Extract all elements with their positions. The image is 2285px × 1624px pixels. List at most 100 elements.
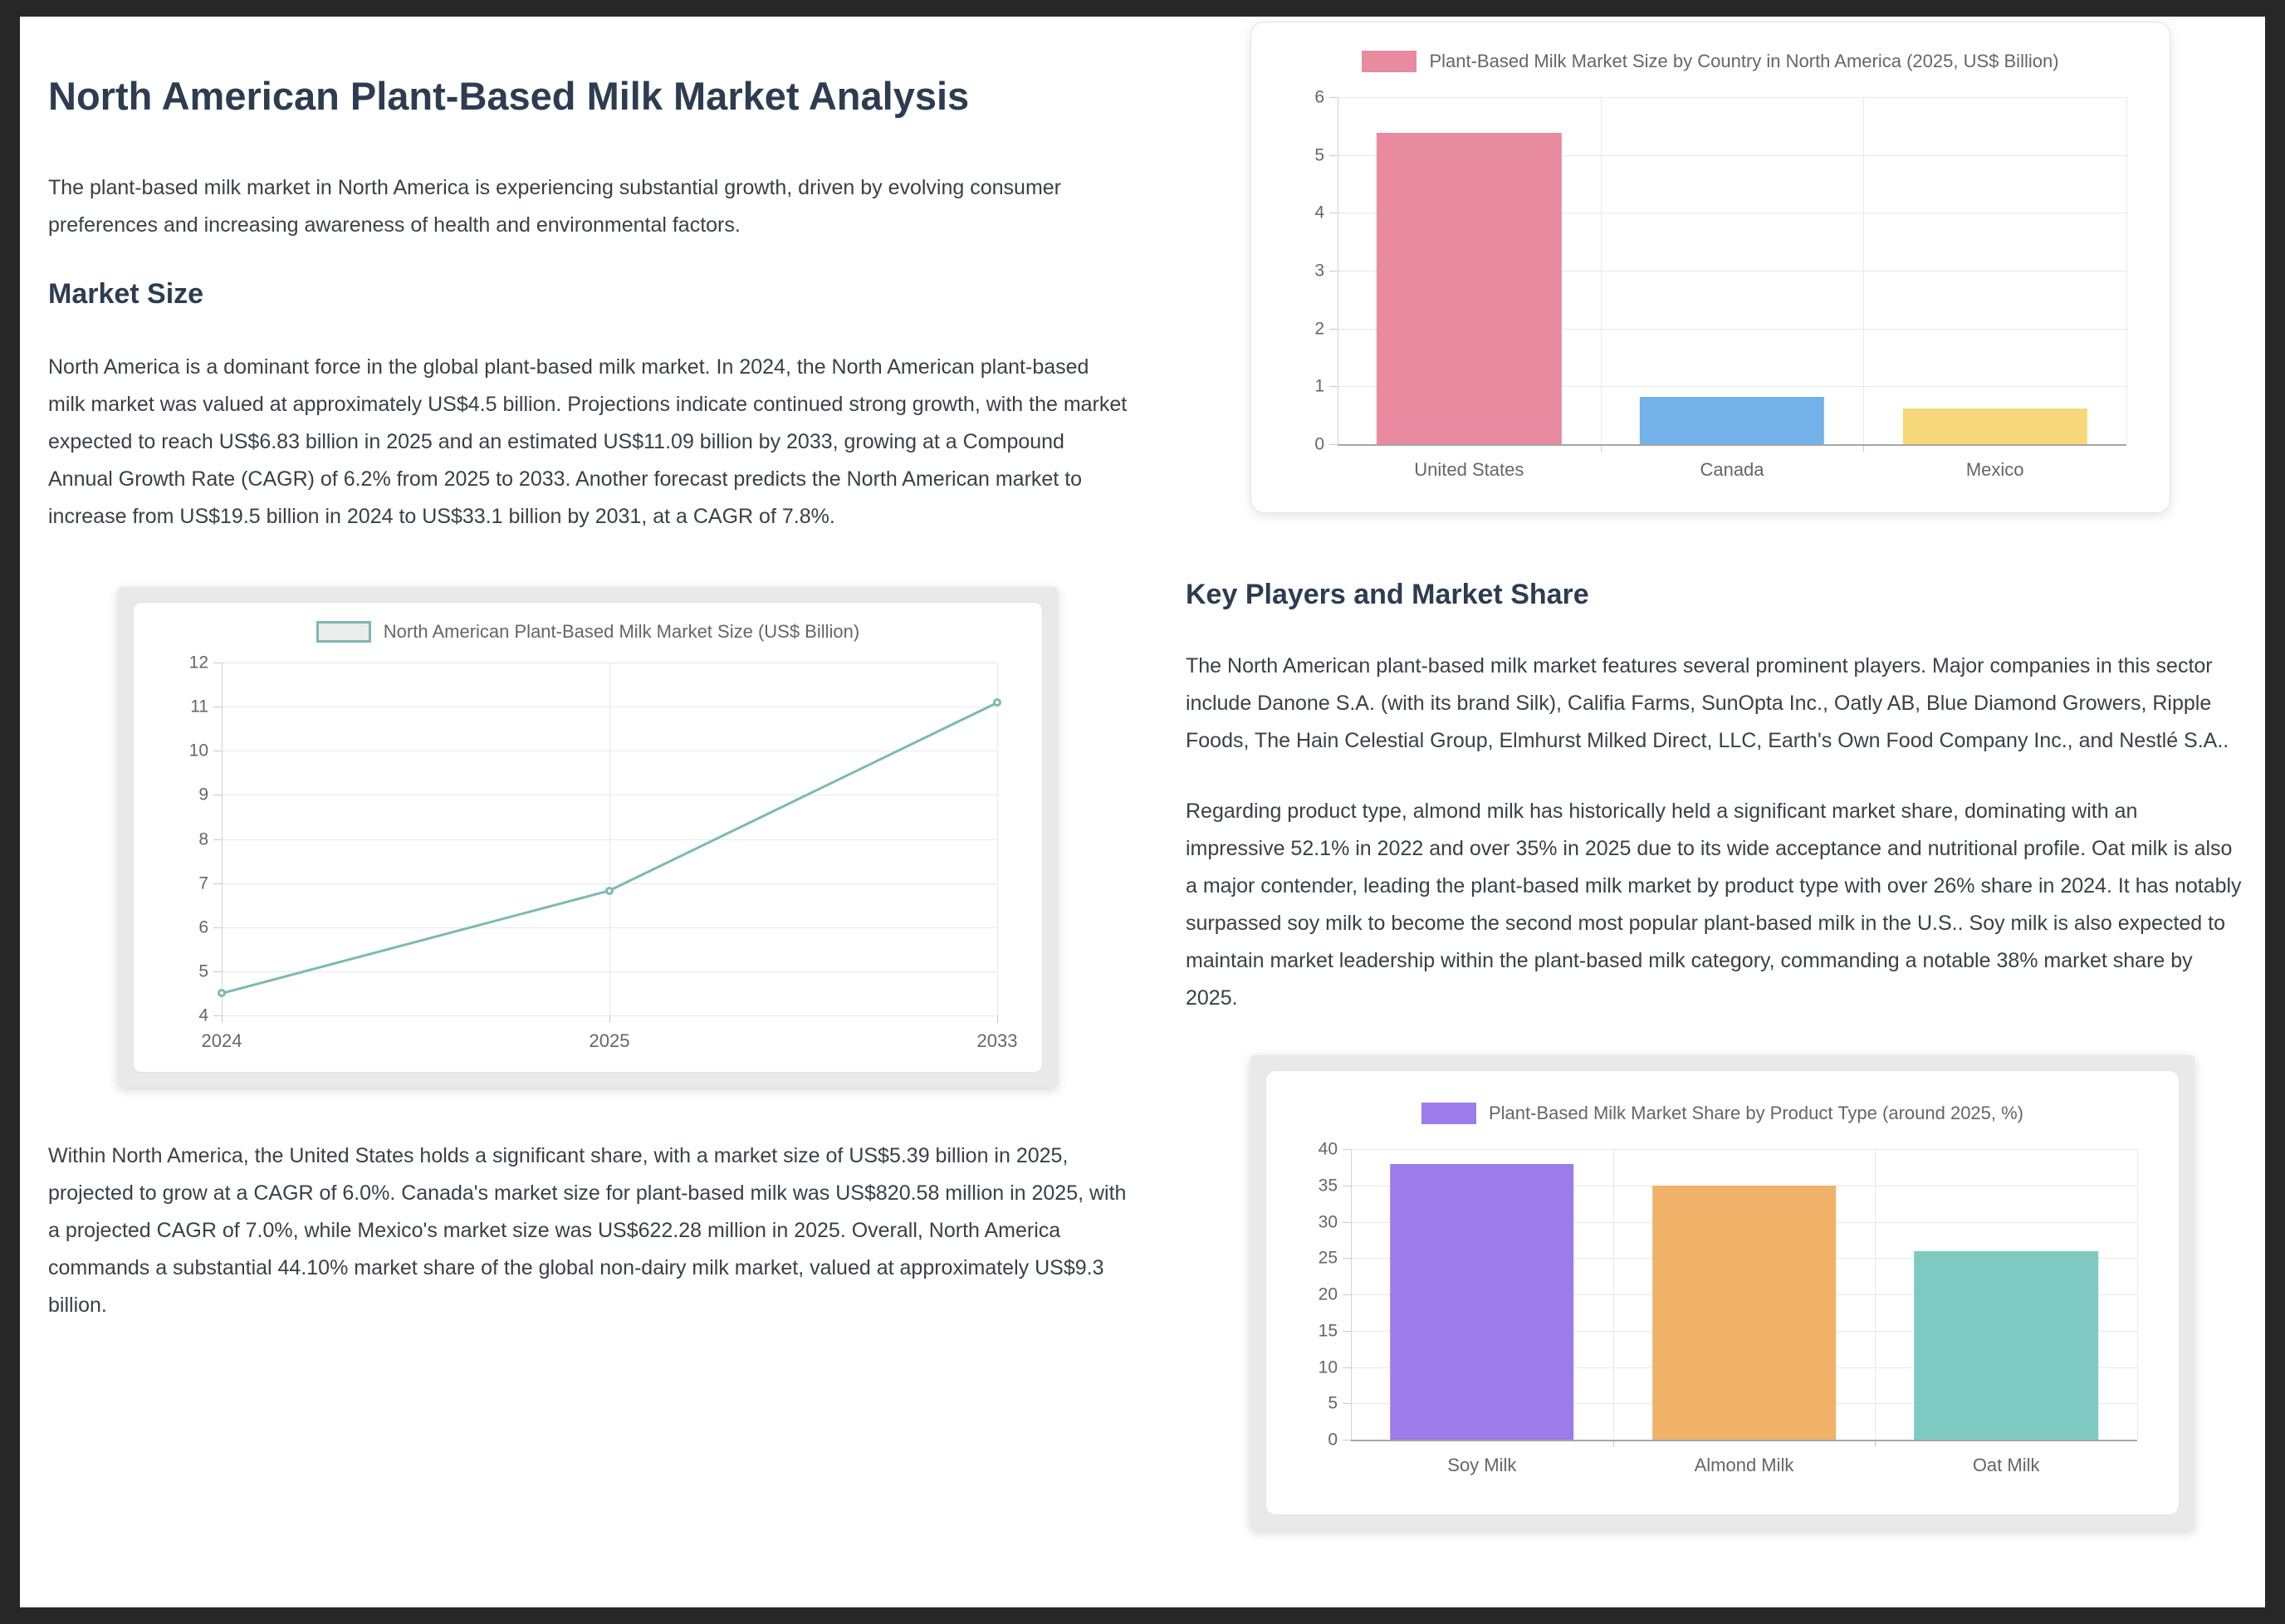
- line-chart-outer-frame: North American Plant-Based Milk Market S…: [118, 587, 1058, 1088]
- bar-mexico[interactable]: [1902, 408, 2087, 444]
- product-share-bar-chart: Plant-Based Milk Market Share by Product…: [1265, 1070, 2180, 1515]
- category-boundary: [1863, 97, 1865, 444]
- y-axis-tick-label: 6: [198, 917, 208, 937]
- key-players-paragraph: The North American plant-based milk mark…: [1186, 654, 2229, 752]
- left-column: North American Plant-Based Milk Market A…: [48, 17, 1128, 1607]
- y-axis-tick: [1343, 1258, 1351, 1260]
- section-heading-market-size: Market Size: [48, 278, 204, 310]
- y-axis-tick-label: 4: [1314, 203, 1324, 223]
- country-breakdown-paragraph: Within North America, the United States …: [48, 1144, 1127, 1317]
- y-axis-line: [1351, 1149, 1352, 1440]
- y-axis-tick: [1329, 328, 1338, 330]
- market-size-line-chart: North American Plant-Based Milk Market S…: [133, 602, 1043, 1073]
- y-axis-tick-label: 10: [188, 741, 208, 761]
- y-axis-tick-label: 5: [198, 961, 208, 981]
- line-chart-legend[interactable]: North American Plant-Based Milk Market S…: [170, 621, 1005, 643]
- y-axis-tick-label: 0: [1328, 1430, 1338, 1450]
- x-axis-category-label: 2024: [201, 1030, 242, 1051]
- y-axis-tick: [1343, 1221, 1351, 1223]
- bar-canada[interactable]: [1639, 396, 1825, 444]
- y-axis-tick-label: 2: [1314, 319, 1324, 339]
- product-type-paragraph: Regarding product type, almond milk has …: [1186, 800, 2242, 1010]
- country-chart-plot-area[interactable]: 0 1 2 3 4 5 6: [1314, 89, 2127, 453]
- intro-paragraph: The plant-based milk market in North Ame…: [48, 176, 1062, 237]
- report-page: North American Plant-Based Milk Market A…: [20, 17, 2265, 1607]
- x-axis-category-label: 2033: [976, 1030, 1018, 1051]
- category-boundary: [1612, 1149, 1614, 1440]
- country-chart-plot-wrap: 0 1 2 3 4 5 6 United States Canada Mexico: [1314, 89, 2127, 482]
- x-axis-tick: [609, 1015, 610, 1023]
- gridline-y-5: [1338, 154, 2126, 156]
- y-axis-tick: [1343, 1294, 1351, 1295]
- x-axis-category-label: Mexico: [1965, 459, 2024, 480]
- y-axis-tick-label: 30: [1318, 1212, 1338, 1231]
- bar-almond-milk[interactable]: [1651, 1185, 1837, 1440]
- gridline-x-2033: [997, 663, 998, 1015]
- y-axis-tick-label: 0: [1314, 434, 1324, 454]
- category-boundary: [1600, 97, 1602, 444]
- x-axis-category-label: United States: [1414, 459, 1524, 480]
- data-point-2025[interactable]: [605, 886, 614, 895]
- y-axis-tick-label: 11: [190, 697, 208, 717]
- share-chart-outer-frame: Plant-Based Milk Market Share by Product…: [1250, 1055, 2194, 1530]
- legend-swatch-country: [1362, 51, 1417, 72]
- line-series: [222, 663, 997, 1015]
- gridline-x-2025: [609, 663, 610, 1015]
- y-axis-tick-label: 15: [1318, 1321, 1338, 1341]
- y-axis-tick: [213, 883, 222, 884]
- y-axis-tick: [1343, 1440, 1351, 1441]
- line-chart-x-axis: 2024 2025 2033: [202, 1029, 1018, 1054]
- x-axis-tick: [1863, 444, 1865, 452]
- legend-label: North American Plant-Based Milk Market S…: [383, 621, 860, 642]
- bar-oat-milk[interactable]: [1914, 1250, 2098, 1440]
- data-point-2024[interactable]: [218, 989, 226, 998]
- y-axis-tick-label: 25: [1318, 1248, 1338, 1268]
- gridline-y-2: [1338, 328, 2126, 330]
- y-axis-tick-label: 6: [1314, 87, 1324, 107]
- report-content: North American Plant-Based Milk Market A…: [20, 17, 2265, 1607]
- y-axis-tick: [1329, 444, 1338, 445]
- y-axis-tick: [213, 839, 222, 840]
- x-axis-tick: [1612, 1440, 1614, 1447]
- y-axis-tick-label: 3: [1314, 261, 1324, 281]
- y-axis-tick-label: 5: [1314, 145, 1324, 165]
- y-axis-tick-label: 8: [198, 829, 208, 849]
- share-chart-x-axis: Soy Milk Almond Milk Oat Milk: [1351, 1453, 2137, 1478]
- y-axis-tick: [213, 1015, 222, 1016]
- legend-label: Plant-Based Milk Market Size by Country …: [1429, 51, 2059, 71]
- y-axis-tick: [1329, 97, 1338, 98]
- gridline-y-0: [1351, 1440, 2137, 1441]
- data-point-2033[interactable]: [993, 698, 1001, 707]
- x-axis-category-label: Oat Milk: [1972, 1455, 2040, 1475]
- y-axis-tick: [213, 927, 222, 928]
- plot-right-edge: [2137, 1149, 2138, 1440]
- plot-right-edge: [2126, 97, 2127, 444]
- y-axis-tick-label: 12: [188, 653, 208, 673]
- bar-united-states[interactable]: [1377, 132, 1562, 444]
- legend-label: Plant-Based Milk Market Share by Product…: [1488, 1103, 2024, 1123]
- market-size-paragraph: North America is a dominant force in the…: [48, 355, 1128, 528]
- x-axis-category-label: 2025: [589, 1030, 630, 1051]
- country-chart-x-axis: United States Canada Mexico: [1338, 457, 2126, 482]
- y-axis-tick-label: 5: [1328, 1393, 1338, 1413]
- y-axis-tick-label: 7: [198, 873, 208, 893]
- country-chart-legend[interactable]: Plant-Based Milk Market Size by Country …: [1286, 51, 2135, 72]
- share-chart-plot-area[interactable]: 0 5 10 15 20 25 30 35 40: [1319, 1141, 2138, 1449]
- y-axis-tick-label: 10: [1318, 1357, 1338, 1377]
- line-chart-plot-area[interactable]: 4 5 6 7 8 9 10 11 12: [189, 654, 1001, 1025]
- legend-swatch-line: [316, 621, 371, 643]
- share-chart-legend[interactable]: Plant-Based Milk Market Share by Product…: [1299, 1103, 2146, 1124]
- legend-swatch-share: [1421, 1103, 1476, 1124]
- x-axis-category-label: Almond Milk: [1694, 1455, 1794, 1475]
- gridline-x-2024: [222, 663, 223, 1015]
- gridline-y-40: [1351, 1149, 2137, 1150]
- line-chart-plot-wrap: 4 5 6 7 8 9 10 11 12 2024 2025 2033: [189, 654, 1018, 1054]
- y-axis-tick-label: 35: [1318, 1176, 1338, 1196]
- gridline-y-0: [1338, 444, 2126, 446]
- y-axis-tick: [1329, 386, 1338, 388]
- y-axis-tick: [1329, 154, 1338, 156]
- y-axis-tick: [1343, 1330, 1351, 1332]
- bar-soy-milk[interactable]: [1390, 1163, 1574, 1440]
- y-axis-tick-label: 20: [1318, 1284, 1338, 1304]
- country-bar-chart: Plant-Based Milk Market Size by Country …: [1250, 22, 2170, 513]
